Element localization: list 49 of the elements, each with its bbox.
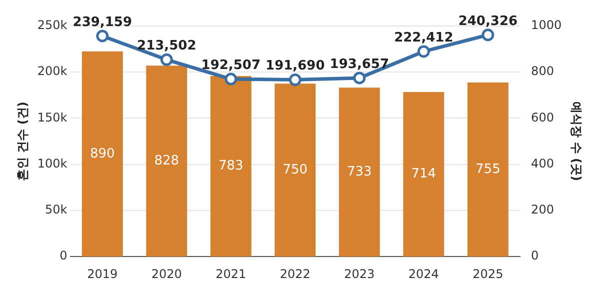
data-label: 193,657	[330, 56, 390, 72]
data-label: 239,159	[72, 14, 132, 30]
y2-tick-label: 0	[531, 248, 539, 263]
data-label: 240,326	[458, 14, 518, 29]
point	[353, 72, 366, 84]
data-label: 733	[347, 164, 372, 180]
bar	[210, 76, 252, 257]
data-label: 890	[90, 146, 115, 162]
bar	[82, 51, 123, 257]
x-tick-label: 2025	[472, 266, 504, 281]
bar	[274, 84, 316, 257]
y2-tick-label: 400	[531, 156, 554, 170]
data-label: 783	[218, 158, 244, 174]
data-label: 828	[154, 154, 180, 169]
x-tick-label: 2020	[151, 266, 182, 281]
point	[224, 72, 238, 86]
data-label: 755	[476, 162, 500, 177]
x-tick-label: 2024	[408, 266, 439, 281]
y-tick-label: 200k	[37, 64, 68, 78]
point	[482, 28, 494, 42]
y-axis-title: 혼인 건수 (건)	[15, 102, 30, 181]
bar	[338, 88, 380, 257]
data-label: 222,412	[394, 30, 454, 46]
data-label: 714	[411, 166, 436, 182]
y2-tick-label: 800	[531, 64, 554, 78]
y2-axis-title: 예식장 수 (곳)	[570, 102, 584, 181]
x-tick-label: 2022	[280, 266, 310, 281]
bar	[403, 92, 444, 257]
bar	[467, 82, 508, 257]
y2-tick-label: 200	[531, 202, 554, 217]
y-tick-label: 0	[60, 248, 68, 263]
y2-tick-label: 1000	[531, 18, 562, 32]
data-label: 192,507	[201, 58, 261, 73]
y-tick-label: 50k	[45, 202, 68, 217]
data-label: 191,690	[266, 58, 325, 74]
x-tick-label: 2021	[216, 266, 246, 281]
y-tick-label: 150k	[37, 110, 68, 124]
data-label: 213,502	[137, 38, 196, 54]
point	[417, 45, 430, 58]
y2-tick-label: 600	[531, 110, 554, 124]
point	[96, 30, 109, 42]
y-tick-label: 100k	[37, 156, 68, 170]
point	[288, 74, 302, 86]
data-label: 750	[282, 162, 308, 178]
y-tick-label: 250k	[37, 18, 68, 32]
x-tick-label: 2023	[344, 266, 375, 281]
x-tick-label: 2019	[87, 266, 118, 281]
bar	[146, 66, 188, 257]
point	[160, 53, 173, 66]
